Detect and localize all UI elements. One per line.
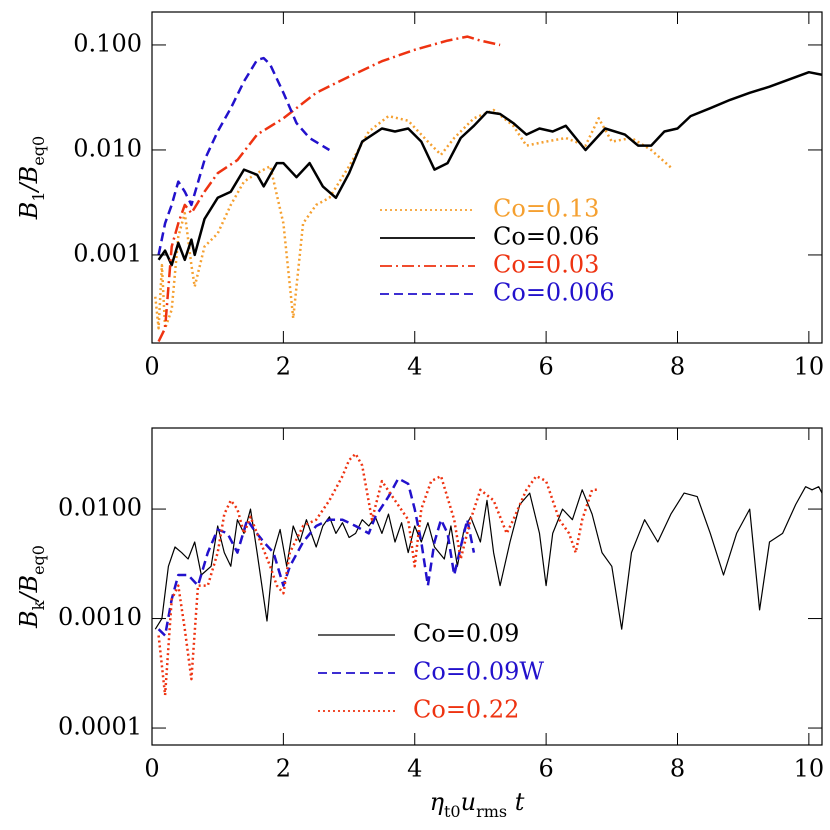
- x-tick-label: 8: [670, 353, 685, 381]
- y-axis-label-part: B: [15, 610, 43, 629]
- y-axis-label-part: B: [15, 202, 43, 221]
- legend-label: Co=0.006: [493, 279, 615, 307]
- x-axis-label-part: u: [461, 788, 476, 816]
- y-axis-label: Bk/Beq0: [15, 545, 49, 629]
- y-tick-label: 0.0001: [58, 713, 142, 741]
- y-tick-label: 0.0010: [58, 603, 142, 631]
- series-line: [154, 486, 822, 630]
- series-line: [154, 108, 672, 330]
- y-axis-label-part: B: [15, 166, 43, 185]
- x-tick-label: 6: [538, 353, 553, 381]
- legend-label: Co=0.09W: [413, 658, 544, 686]
- x-axis-label-part: η: [430, 788, 445, 816]
- plot-frame: [151, 427, 823, 746]
- series-line: [157, 477, 476, 637]
- legend-label: Co=0.03: [493, 251, 599, 279]
- y-axis-label-part: eq0: [29, 545, 48, 575]
- y-axis-label-part: 1: [29, 191, 48, 201]
- x-tick-label: 10: [794, 353, 825, 381]
- x-tick-label: 4: [407, 353, 422, 381]
- y-axis-label-part: B: [15, 575, 43, 594]
- x-tick-label: 10: [794, 755, 825, 783]
- x-tick-label: 6: [538, 755, 553, 783]
- y-axis-label-part: /: [15, 180, 43, 193]
- plot-frame: [151, 11, 823, 344]
- legend-label: Co=0.22: [413, 696, 519, 724]
- y-axis-label-part: /: [15, 590, 43, 603]
- series-line: [157, 70, 822, 267]
- x-axis-label-part: rms: [476, 802, 507, 821]
- y-tick-label: 0.100: [73, 29, 142, 57]
- legend-label: Co=0.06: [493, 223, 599, 251]
- x-tick-label: 4: [407, 755, 422, 783]
- x-tick-label: 0: [144, 755, 159, 783]
- x-tick-label: 2: [276, 755, 291, 783]
- y-tick-label: 0.0100: [58, 494, 142, 522]
- legend-label: Co=0.09: [413, 620, 519, 648]
- y-axis-label: B1/Beq0: [15, 136, 49, 220]
- x-tick-label: 2: [276, 353, 291, 381]
- y-axis-label-part: k: [29, 600, 48, 610]
- panel: Co=0.09 Co=0.09W Co=0.22 0 2 4 6 8 10 0.0001 0.001…: [15, 427, 825, 822]
- y-axis-label-part: eq0: [29, 136, 48, 166]
- x-axis-label-part: t: [507, 788, 525, 816]
- y-tick-label: 0.010: [73, 134, 142, 162]
- x-tick-label: 0: [144, 353, 159, 381]
- y-tick-label: 0.001: [73, 239, 142, 267]
- series-line: [157, 452, 599, 697]
- legend-label: Co=0.13: [493, 195, 599, 223]
- x-axis-label-part: t0: [444, 802, 461, 821]
- x-axis-label: ηt0urms t: [430, 788, 525, 822]
- x-tick-label: 8: [670, 755, 685, 783]
- series-line: [157, 35, 501, 343]
